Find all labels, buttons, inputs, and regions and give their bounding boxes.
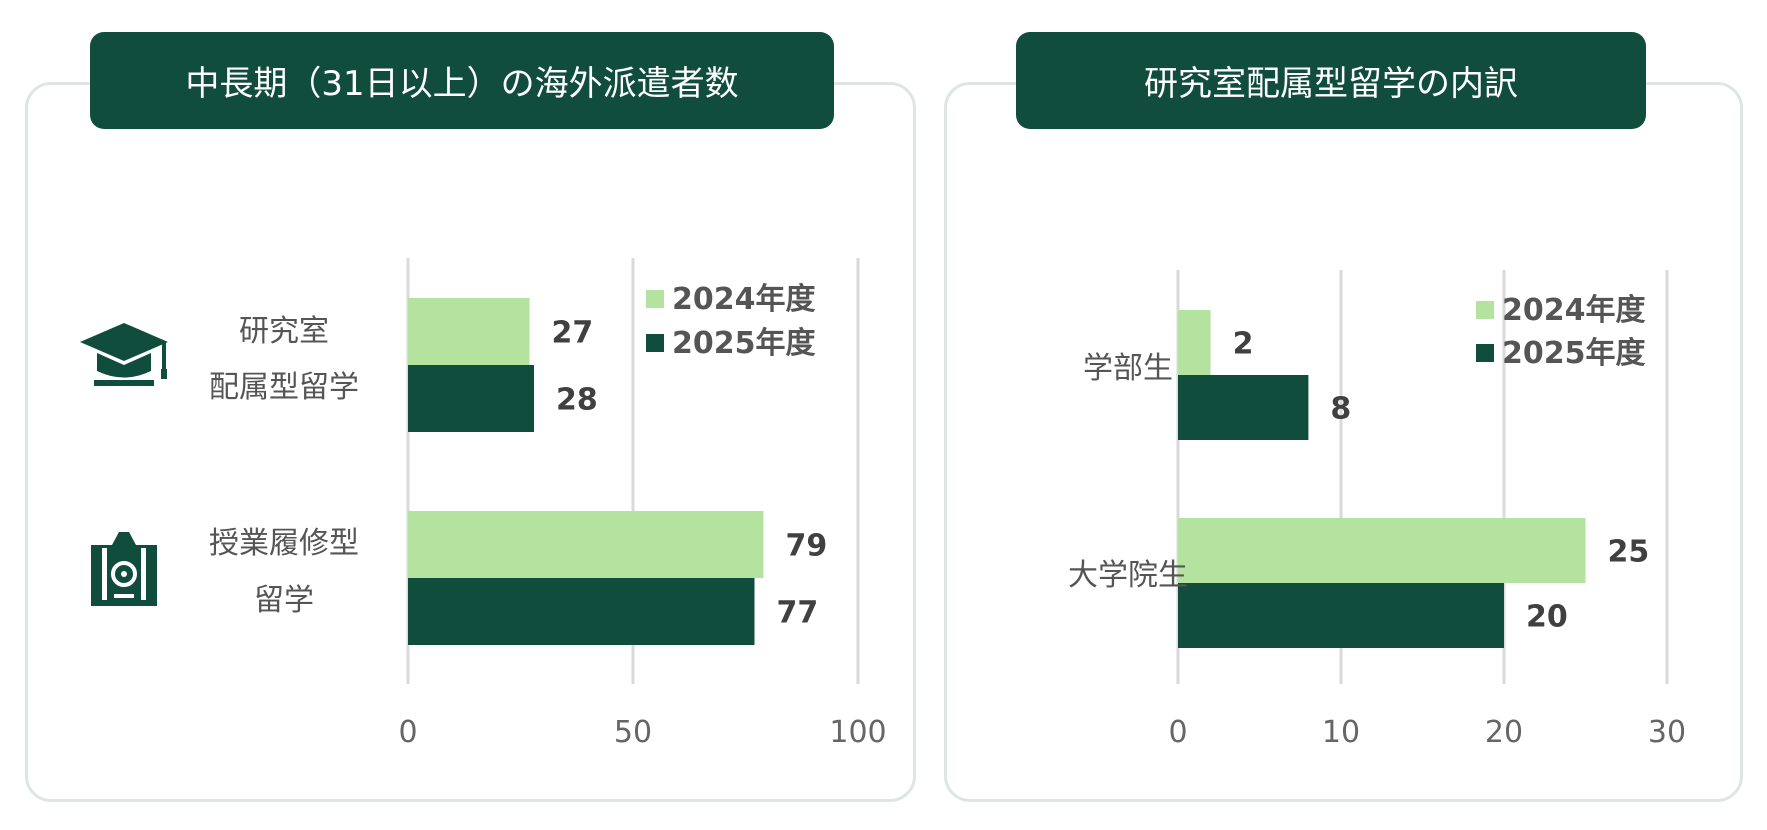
right-chart-title: 研究室配属型留学の内訳	[1016, 32, 1646, 129]
left-category-label: 配属型留学	[209, 370, 359, 405]
left-chart-title: 中長期（31日以上）の海外派遣者数	[90, 32, 834, 129]
left-data-label: 27	[552, 316, 594, 351]
left-x-tick-label: 0	[398, 715, 417, 750]
left-bar-2024-1	[408, 511, 764, 578]
right-legend-swatch-2025	[1476, 344, 1494, 362]
left-bar-2025-1	[408, 578, 755, 645]
left-x-tick-label: 50	[614, 715, 652, 750]
right-bar-2024-0	[1178, 310, 1211, 375]
left-category-label: 留学	[254, 583, 314, 618]
left-chart-panel	[25, 82, 916, 802]
left-category-label: 研究室	[239, 314, 329, 349]
right-bar-2025-0	[1178, 375, 1309, 440]
right-x-tick-label: 30	[1648, 715, 1686, 750]
left-legend-label: 2024年度	[672, 282, 816, 317]
right-data-label: 8	[1330, 392, 1351, 427]
left-x-tick-label: 100	[829, 715, 886, 750]
right-legend-swatch-2024	[1476, 301, 1494, 319]
left-legend-swatch-2024	[646, 290, 664, 308]
passport-icon	[91, 532, 157, 606]
right-x-tick-label: 0	[1168, 715, 1187, 750]
left-data-label: 77	[777, 596, 819, 631]
graduation-cap-icon	[80, 323, 168, 386]
left-category-label: 授業履修型	[209, 526, 359, 561]
right-x-tick-label: 10	[1322, 715, 1360, 750]
right-data-label: 20	[1526, 600, 1568, 635]
left-data-label: 79	[786, 529, 828, 564]
right-category-label: 学部生	[1083, 351, 1173, 386]
left-data-label: 28	[556, 383, 598, 418]
right-data-label: 25	[1608, 535, 1650, 570]
right-x-tick-label: 20	[1485, 715, 1523, 750]
right-category-label: 大学院生	[1068, 558, 1188, 593]
left-legend-label: 2025年度	[672, 326, 816, 361]
left-bar-2024-0	[408, 298, 530, 365]
right-legend-label: 2024年度	[1502, 293, 1646, 328]
left-bar-2025-0	[408, 365, 534, 432]
right-bar-2024-1	[1178, 518, 1586, 583]
right-data-label: 2	[1233, 327, 1254, 362]
right-legend-label: 2025年度	[1502, 336, 1646, 371]
right-bar-2025-1	[1178, 583, 1504, 648]
right-chart-panel	[944, 82, 1743, 802]
left-legend-swatch-2025	[646, 334, 664, 352]
